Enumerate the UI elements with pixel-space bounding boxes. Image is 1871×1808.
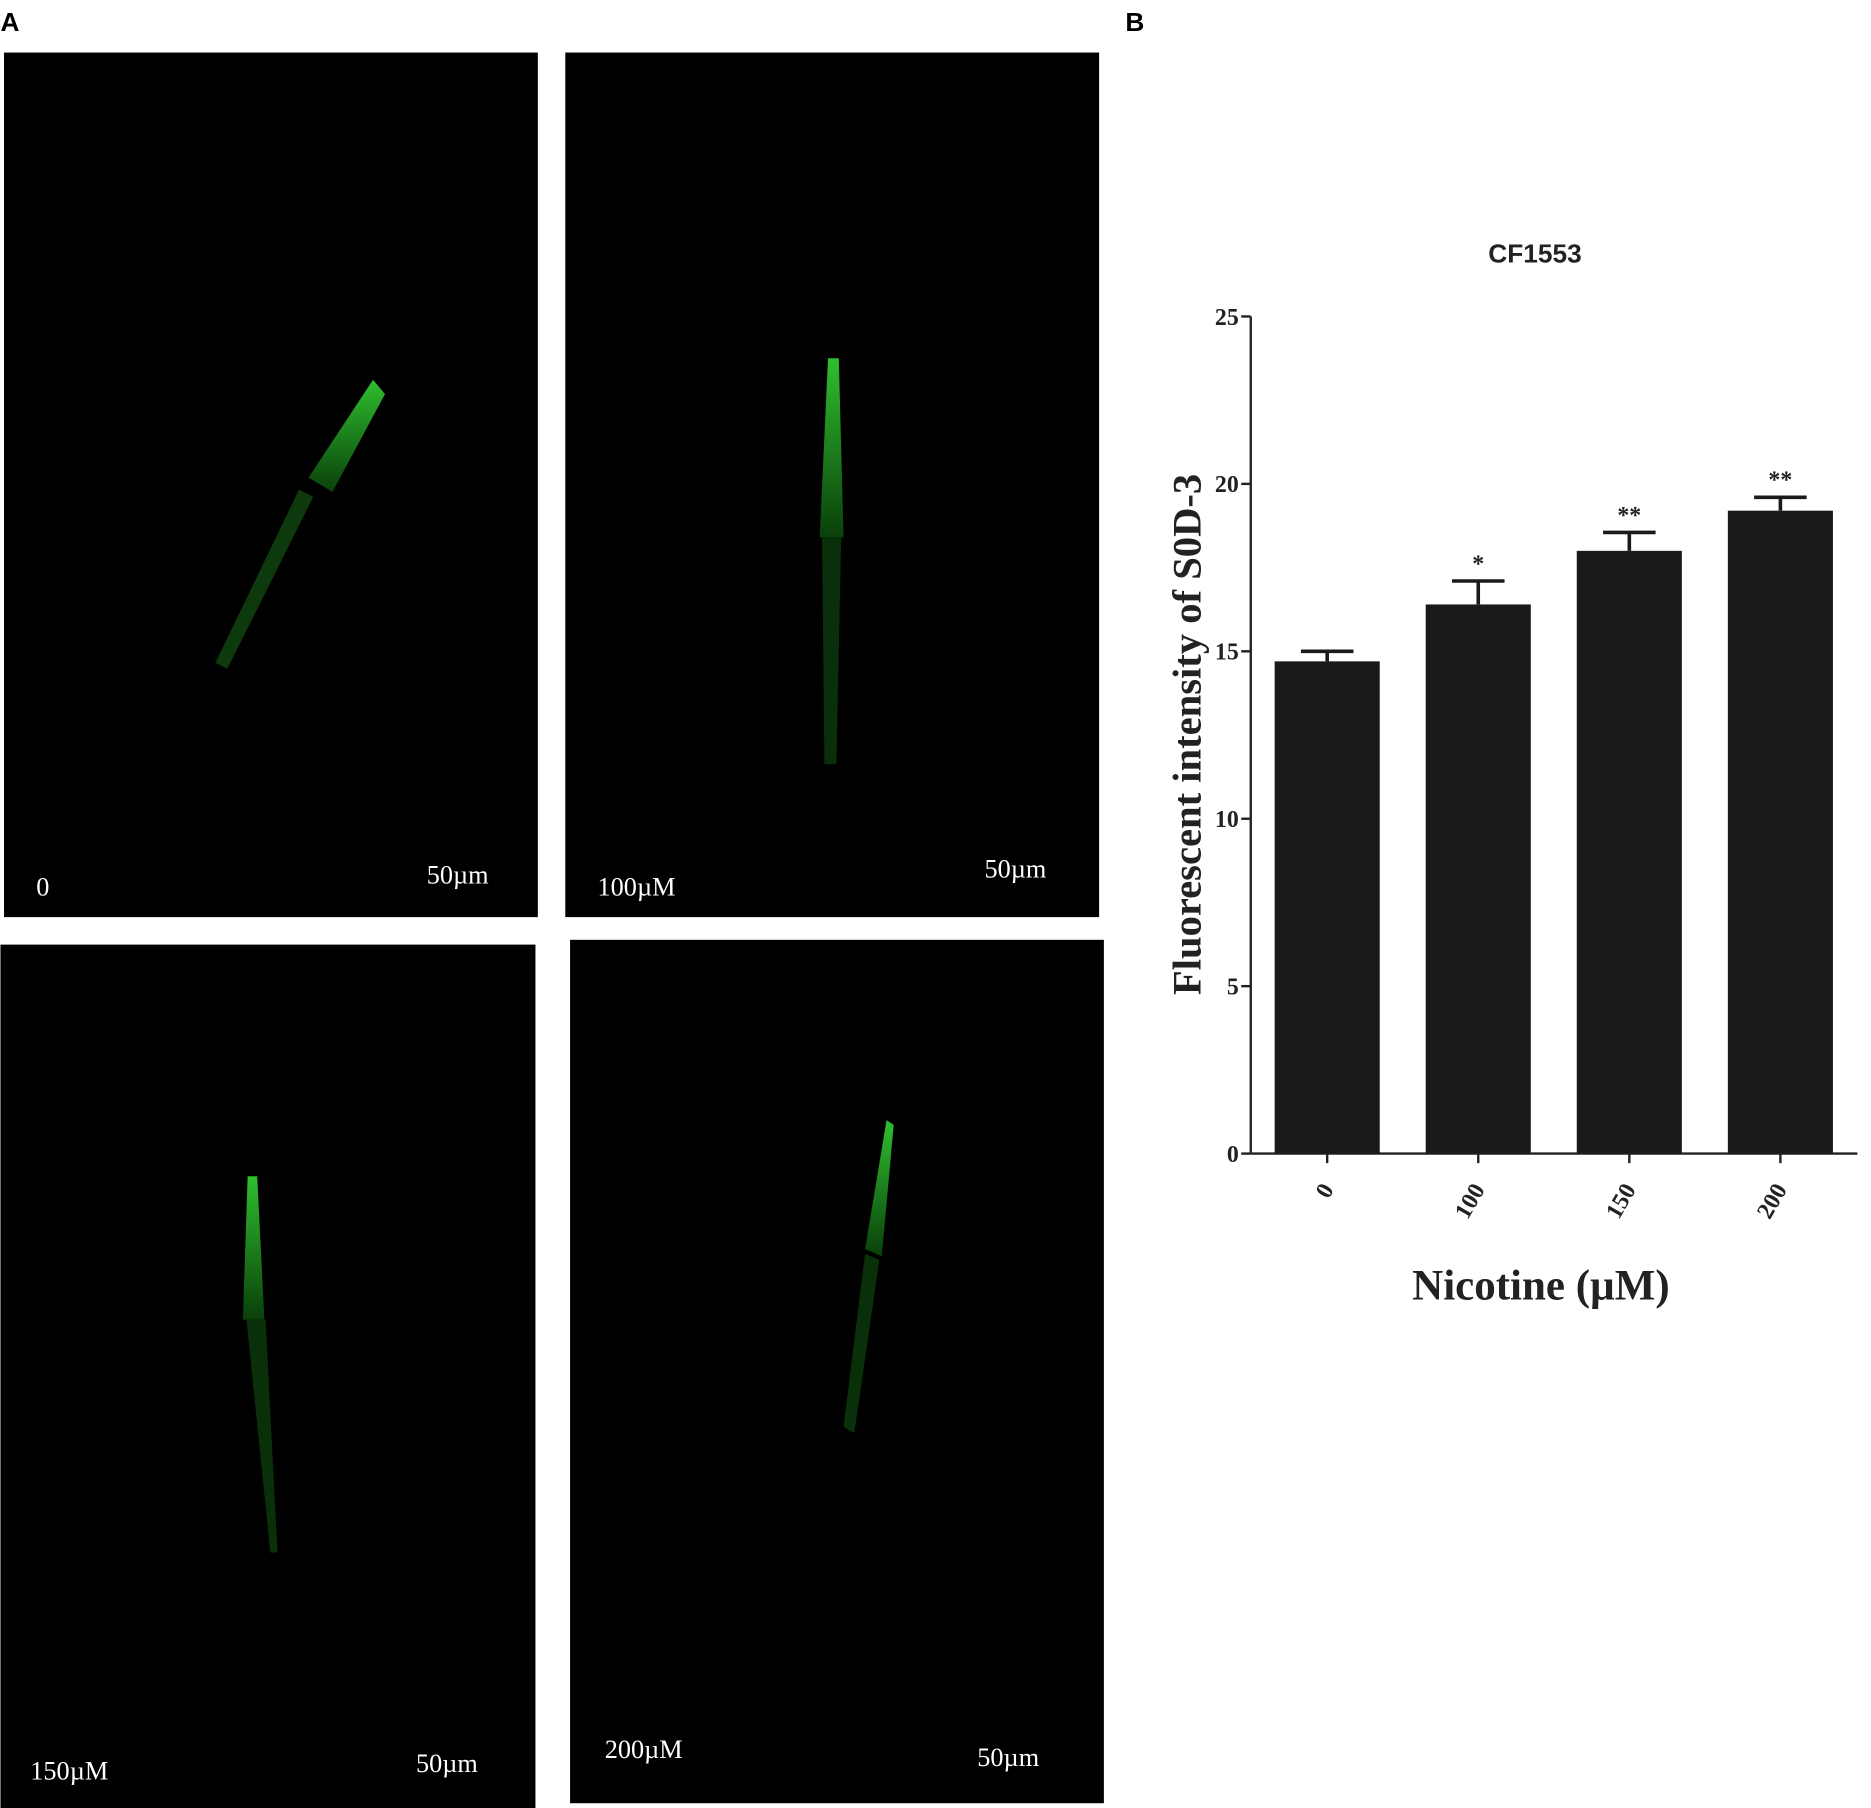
x-tick-label: 150	[1601, 1179, 1641, 1223]
y-tick-label: 10	[1215, 807, 1239, 833]
y-tick-label: 15	[1215, 640, 1239, 666]
panel-label: A	[0, 7, 19, 37]
worm-signal	[215, 489, 314, 669]
image-captions: 0 50µm 100µM 50µm 150µM 50µm 200µM 50µm	[30, 855, 1047, 1786]
x-tick-label: 0	[1311, 1179, 1340, 1202]
y-tick-label: 20	[1215, 472, 1239, 498]
error-bar	[1754, 495, 1807, 511]
image-label: 150µM	[30, 1756, 108, 1785]
bar	[1274, 661, 1380, 1154]
panel-label: B	[1125, 7, 1144, 37]
y-tick-label: 25	[1215, 305, 1239, 331]
significance-label: **	[1768, 468, 1792, 494]
chart-title: CF1553	[1488, 239, 1581, 269]
y-tick-label: 5	[1227, 975, 1239, 1001]
worm-signal	[865, 1120, 894, 1257]
scale-label: 50µm	[984, 855, 1046, 884]
x-tick-label: 100	[1450, 1179, 1490, 1223]
error-bar	[1300, 649, 1354, 662]
bar	[1727, 510, 1833, 1154]
image-label: 100µM	[598, 873, 676, 902]
image-label: 0	[36, 873, 49, 902]
worm-signal	[308, 379, 385, 493]
error-bar	[1451, 579, 1505, 605]
micrograph	[570, 939, 1104, 1804]
worm-signal	[819, 358, 844, 538]
significance-label: *	[1472, 551, 1484, 577]
worm-signal	[822, 537, 842, 765]
bar	[1576, 550, 1682, 1154]
plot: 0 5 10 15 20 25 0 100 * 150 ** 200 **	[1215, 305, 1858, 1223]
scale-label: 50µm	[427, 861, 489, 890]
significance-label: **	[1617, 503, 1641, 529]
error-bar	[1603, 530, 1656, 551]
y-axis-label: Fluorescent intensity of S0D-3	[1165, 474, 1210, 995]
worm-signal	[843, 1253, 880, 1434]
scale-label: 50µm	[977, 1743, 1039, 1772]
bar	[1425, 604, 1531, 1154]
scale-label: 50µm	[416, 1749, 478, 1778]
micrograph	[4, 52, 538, 918]
y-tick-label: 0	[1227, 1142, 1239, 1168]
worm-signal	[246, 1319, 278, 1553]
x-tick-label: 200	[1752, 1179, 1792, 1223]
image-label: 200µM	[605, 1735, 683, 1764]
x-axis-label: Nicotine (µM)	[1412, 1262, 1670, 1309]
